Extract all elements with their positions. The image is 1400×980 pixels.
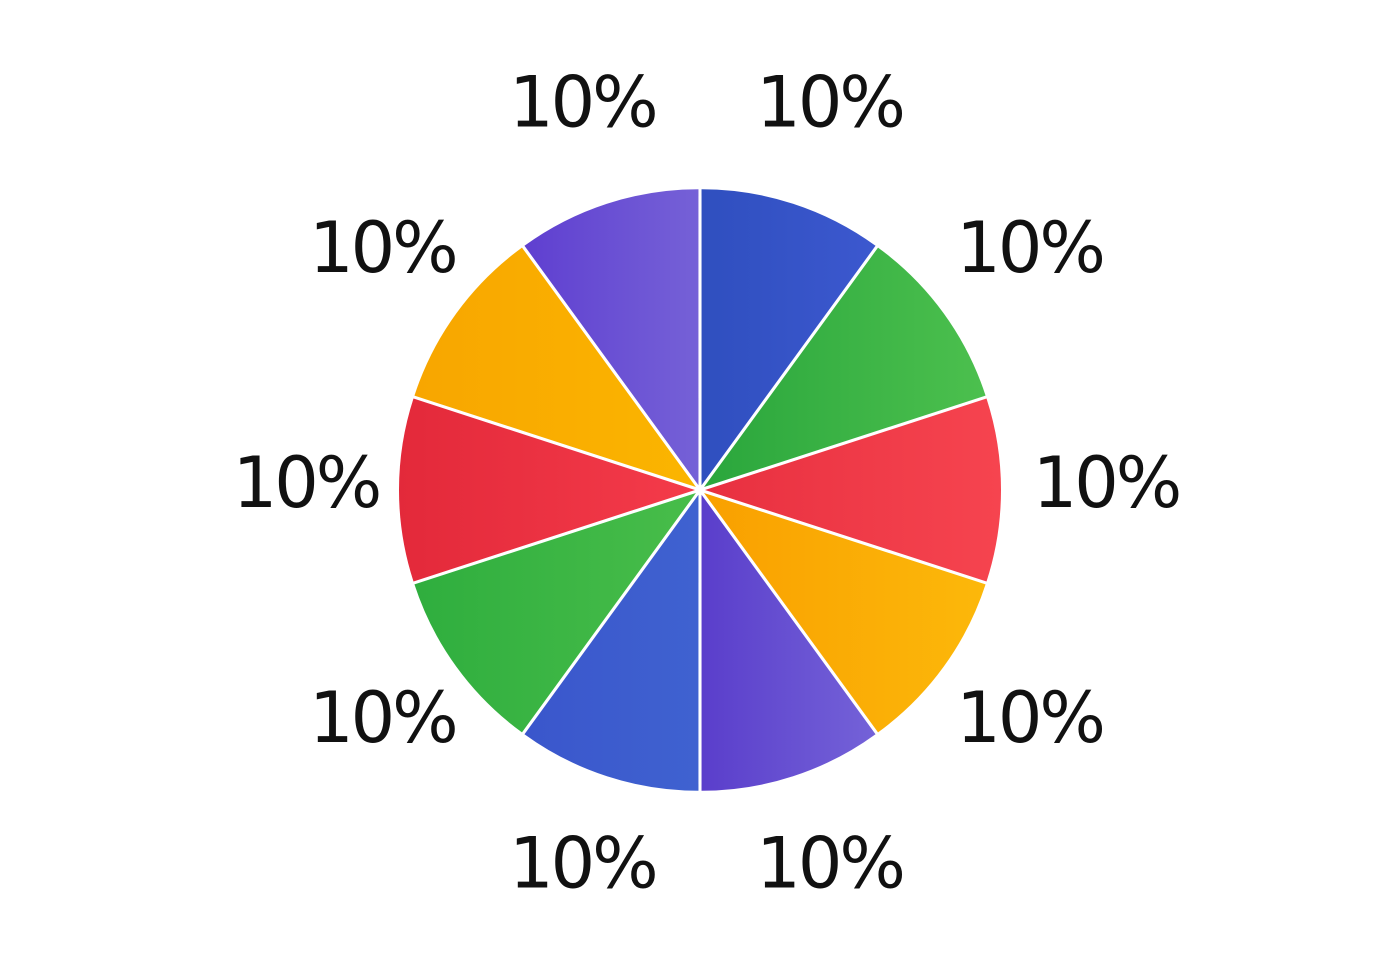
pie-slice-6 bbox=[524, 494, 699, 791]
slice-label-8: 10% bbox=[233, 442, 380, 524]
pie-slice-8 bbox=[399, 398, 695, 582]
pie-slices bbox=[399, 189, 1002, 791]
pie-slice-2 bbox=[704, 247, 986, 488]
pie-labels: 10% 10% 10% 10% 10% 10% 10% 10% 10% 10% bbox=[233, 62, 1183, 905]
slice-label-6: 10% bbox=[509, 822, 656, 904]
slice-label-2: 10% bbox=[956, 207, 1103, 289]
pie-slice-10 bbox=[524, 189, 699, 486]
slice-label-9: 10% bbox=[309, 207, 456, 289]
slice-label-4: 10% bbox=[956, 677, 1103, 759]
slice-label-10: 10% bbox=[509, 62, 656, 144]
pie-slice-7 bbox=[414, 492, 696, 733]
slice-label-5: 10% bbox=[756, 822, 903, 904]
slice-label-1: 10% bbox=[756, 62, 903, 144]
slice-label-3: 10% bbox=[1033, 442, 1180, 524]
pie-slice-9 bbox=[414, 247, 696, 488]
pie-slice-1 bbox=[701, 189, 876, 486]
pie-slice-4 bbox=[704, 492, 986, 733]
pie-slice-3 bbox=[705, 398, 1002, 582]
pie-slice-5 bbox=[701, 494, 876, 791]
slice-label-7: 10% bbox=[309, 677, 456, 759]
